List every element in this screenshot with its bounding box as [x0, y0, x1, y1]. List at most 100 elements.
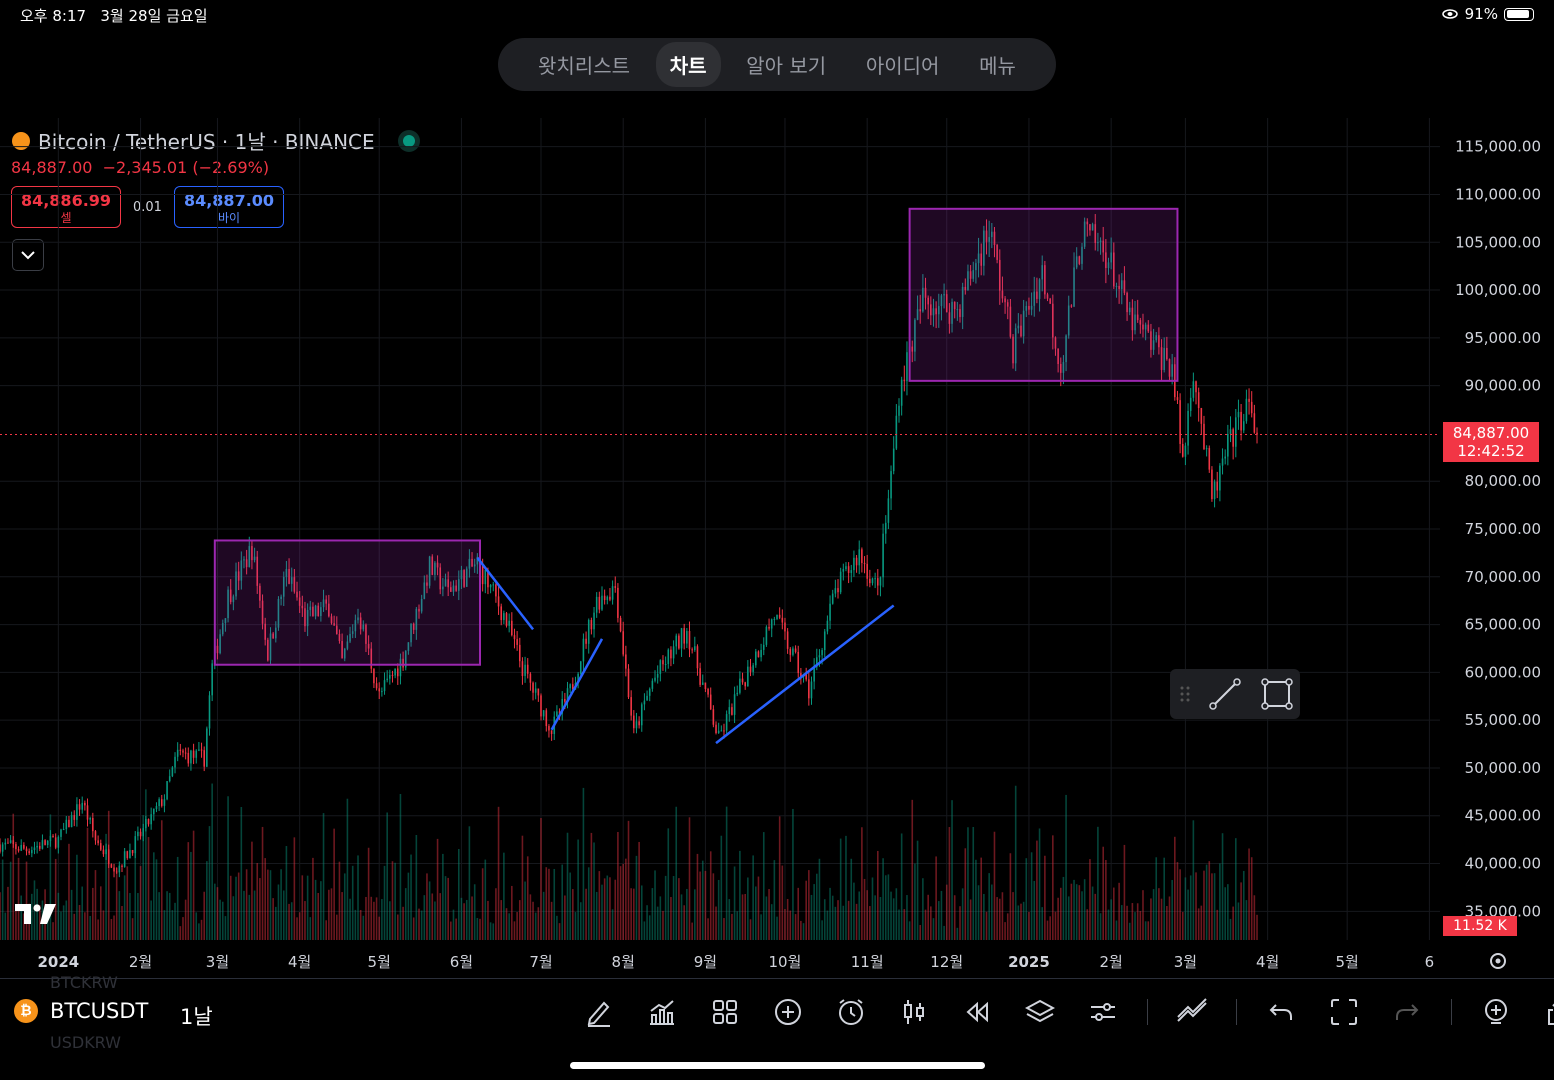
volume-bar: [831, 895, 834, 940]
candle-body: [70, 815, 73, 828]
volume-bar: [961, 888, 964, 940]
tab-menu[interactable]: 메뉴: [979, 54, 1016, 78]
candle-body: [33, 847, 36, 851]
candle-body: [1181, 443, 1184, 457]
volume-bar: [1126, 905, 1128, 940]
candle-body: [768, 626, 770, 629]
tab-ideas[interactable]: 아이디어: [865, 54, 940, 78]
volume-bar: [595, 891, 598, 940]
volume-bar: [715, 906, 717, 940]
undo-button[interactable]: [1262, 993, 1300, 1031]
indicators-button[interactable]: [643, 993, 681, 1031]
axis-settings-icon: [1490, 953, 1506, 969]
candle-body: [455, 585, 457, 591]
candle-body: [264, 623, 266, 640]
candle-body: [1250, 401, 1253, 414]
candle-body: [810, 681, 813, 699]
candle-body: [1033, 291, 1036, 306]
price-chart[interactable]: 115,000.00 110,000.00 105,000.00 100,000.00…: [0, 100, 1554, 978]
candle-body: [1038, 279, 1041, 299]
candle-body: [1030, 305, 1033, 310]
volume-bar: [495, 888, 497, 940]
add-button[interactable]: [769, 993, 807, 1031]
sell-button[interactable]: 84,886.99 셀: [11, 186, 121, 228]
candlesticks: [0, 214, 1258, 878]
replay-button[interactable]: [958, 993, 996, 1031]
candle-body: [402, 658, 404, 668]
fullscreen-button[interactable]: [1325, 993, 1363, 1031]
volume-bar: [638, 841, 640, 940]
volume-bar: [285, 846, 288, 940]
trend-tool-button[interactable]: [1173, 993, 1211, 1031]
candle-body: [540, 695, 542, 717]
redo-button[interactable]: [1388, 993, 1426, 1031]
alert-button[interactable]: [832, 993, 870, 1031]
candle-body: [121, 865, 123, 867]
volume-bar: [367, 847, 370, 940]
volume-bar: [455, 918, 457, 940]
layouts-button[interactable]: [706, 993, 744, 1031]
candle-body: [1025, 306, 1028, 311]
price-tick-label: 65,000.00: [1465, 616, 1541, 634]
draw-button[interactable]: [580, 993, 618, 1031]
candle-body: [362, 624, 365, 630]
volume-bar: [1120, 905, 1123, 940]
candle-body: [1256, 432, 1258, 435]
volume-bar: [129, 893, 131, 940]
volume-bar: [1014, 785, 1017, 940]
candle-body: [1152, 340, 1155, 350]
volume-bar: [187, 842, 190, 940]
volume-bar: [1110, 899, 1112, 940]
candle-body: [52, 835, 54, 838]
tab-watchlist[interactable]: 왓치리스트: [538, 54, 630, 78]
candle-type-button[interactable]: [895, 993, 933, 1031]
candle-body: [1131, 307, 1134, 331]
symbol-header[interactable]: Bitcoin / TetherUS · 1날 · BINANCE: [12, 126, 415, 155]
volume-bar: [452, 909, 455, 940]
volume-bar: [1070, 883, 1073, 940]
tab-chart[interactable]: 차트: [655, 42, 721, 87]
price-tick-label: 80,000.00: [1465, 472, 1541, 490]
volume-bar: [243, 890, 245, 940]
volume-bar: [967, 827, 969, 940]
volume-bar: [9, 861, 12, 940]
volume-bar: [389, 901, 391, 940]
share-button[interactable]: [1540, 993, 1554, 1031]
candle-body: [757, 651, 760, 658]
add-symbol-button[interactable]: [1477, 993, 1515, 1031]
volume-bar: [49, 814, 52, 940]
volume-bar: [542, 891, 545, 940]
volume-bar: [1115, 920, 1118, 940]
candle-body: [911, 346, 914, 352]
candle-body: [240, 560, 243, 581]
tab-explore[interactable]: 알아 보기: [746, 54, 827, 78]
interval-selector[interactable]: 1날: [180, 1005, 213, 1029]
candle-body: [15, 844, 17, 850]
layers-button[interactable]: [1021, 993, 1059, 1031]
candle-body: [36, 845, 38, 848]
toolbar-divider: [1147, 999, 1148, 1025]
volume-bar: [1134, 912, 1136, 940]
trend-line-icon[interactable]: [1208, 677, 1242, 711]
replay-icon: [966, 1001, 988, 1023]
volume-bar: [1033, 880, 1036, 940]
volume-bar: [15, 910, 17, 940]
settings-button[interactable]: [1084, 993, 1122, 1031]
candle-body: [396, 668, 399, 677]
trend-line: [715, 604, 895, 745]
buy-button[interactable]: 84,887.00 바이: [174, 186, 284, 228]
drag-handle-icon[interactable]: [1180, 684, 1190, 704]
candle-body: [107, 849, 110, 865]
collapse-legend-button[interactable]: [12, 239, 44, 271]
volume-bar: [609, 877, 611, 940]
candle-body: [68, 819, 70, 828]
rectangle-tool-icon[interactable]: [1260, 677, 1294, 711]
candle-body: [534, 688, 537, 693]
volume-bar: [110, 918, 113, 940]
candle-body: [306, 610, 309, 627]
time-tick-label: 5월: [1336, 953, 1359, 971]
volume-bar: [479, 918, 481, 940]
symbol-selector[interactable]: ₿ BTCUSDT: [14, 999, 148, 1023]
price-tick-label: 90,000.00: [1465, 377, 1541, 395]
candle-body: [701, 682, 704, 685]
